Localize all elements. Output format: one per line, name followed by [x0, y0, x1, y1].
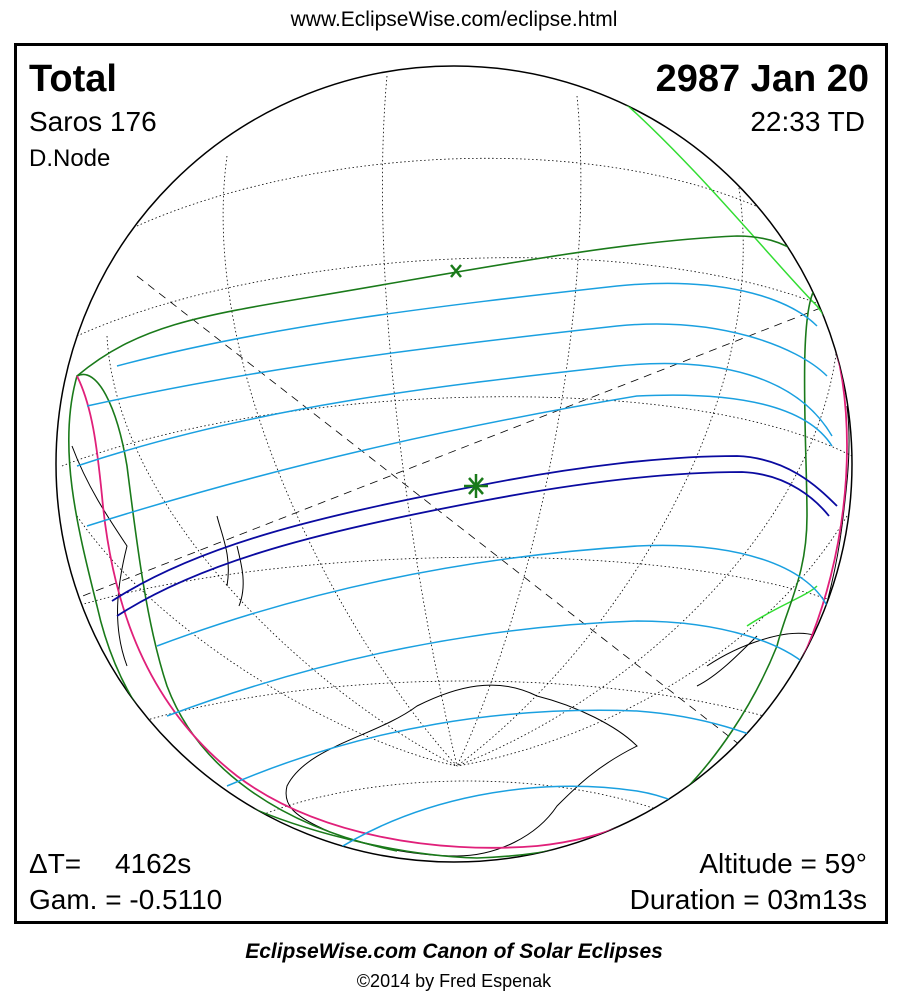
gamma-value: Gam. = -0.5110 — [29, 884, 223, 915]
altitude-value: Altitude = 59° — [699, 848, 867, 879]
eclipse-map-panel: Total 2987 Jan 20 Saros 176 22:33 TD D.N… — [14, 43, 888, 924]
source-url[interactable]: www.EclipseWise.com/eclipse.html — [290, 8, 618, 31]
central-path-north-limit — [111, 455, 838, 602]
globe-outline — [55, 65, 853, 863]
duration-value: Duration = 03m13s — [629, 884, 867, 915]
delta-t-value: 4162s — [115, 848, 192, 879]
graticule — [61, 75, 852, 827]
greatest-eclipse-marker — [464, 474, 488, 498]
subsolar-point-marker — [450, 264, 462, 278]
maximum-at-rise-set-curve — [76, 275, 848, 849]
eclipse-time: 22:33 TD — [750, 106, 865, 137]
eclipse-globe-map — [55, 65, 853, 863]
central-path-south-limit — [116, 471, 830, 617]
south-america-coast — [706, 405, 850, 667]
central-path — [111, 455, 838, 617]
magnitude-contours — [76, 282, 833, 857]
reference-lines — [56, 275, 852, 837]
australia-coast — [71, 445, 128, 667]
eclipse-date: 2987 Jan 20 — [655, 58, 869, 100]
footer-title: EclipseWise.com Canon of Solar Eclipses — [245, 940, 663, 963]
node-label: D.Node — [29, 145, 111, 172]
rise-set-limit — [76, 373, 398, 852]
coastlines — [71, 405, 850, 857]
delta-t-label: ΔT= — [29, 848, 82, 879]
saros-number: Saros 176 — [29, 106, 157, 137]
footer-credit: ©2014 by Fred Espenak — [356, 971, 552, 991]
eclipse-type: Total — [29, 58, 117, 100]
